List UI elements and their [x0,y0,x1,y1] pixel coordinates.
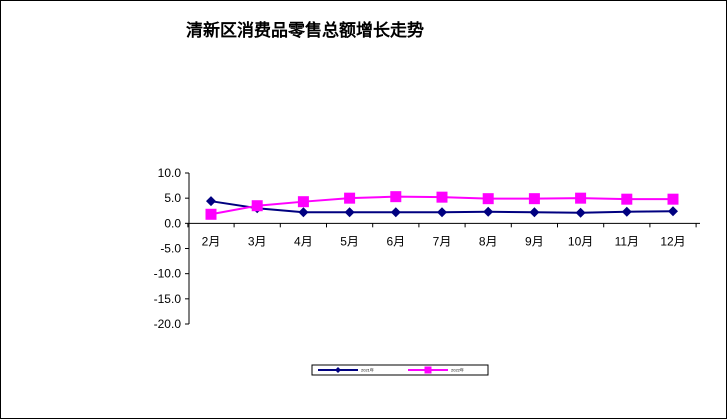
x-tick-label: 7月 [433,234,452,248]
series-1-point [390,207,401,218]
series-2-point [205,208,217,220]
series-1-point [668,206,678,217]
series-2-point [621,193,633,205]
series-1-point [529,207,540,218]
series-1-point [206,196,216,207]
x-tick-label: 9月 [525,234,544,248]
series-1-point [344,207,355,218]
legend-box [311,364,489,376]
y-tick-label: -15.0 [154,292,182,306]
series-2-point [251,200,263,212]
series-2-point [390,191,402,203]
series-1-point [621,206,632,217]
series-2-point [297,196,309,208]
series-2-point [528,193,540,205]
y-tick-label: -10.0 [154,267,182,281]
x-tick-label: 11月 [615,234,639,248]
series-2-point [344,192,356,204]
series-1-point [437,207,447,218]
y-tick-label: -20.0 [154,317,182,331]
y-tick-label: 0.0 [164,216,181,230]
legend-swatch-marker [424,366,432,374]
legend-label: 2022年 [451,367,464,373]
legend-swatch-marker [335,367,341,373]
x-tick-label: 3月 [248,234,267,248]
x-tick-label: 5月 [340,234,359,248]
series-2-point [436,191,448,203]
x-tick-label: 6月 [386,234,405,248]
y-tick-label: -5.0 [160,242,181,256]
x-tick-label: 2月 [202,234,221,248]
legend-label: 2021年 [361,367,374,373]
y-tick-label: 10.0 [158,166,182,180]
series-1-point [298,207,309,218]
series-2-point [667,193,679,205]
x-tick-label: 8月 [479,234,498,248]
series-1-point [575,207,586,218]
chart-title: 清新区消费品零售总额增长走势 [186,21,424,41]
series-2-point [482,193,494,205]
series-1-point [483,206,494,217]
x-tick-label: 12月 [660,234,685,248]
y-tick-label: 5.0 [164,191,181,205]
x-tick-label: 4月 [294,234,313,248]
series-2-point [575,192,587,204]
x-tick-label: 10月 [568,234,593,248]
